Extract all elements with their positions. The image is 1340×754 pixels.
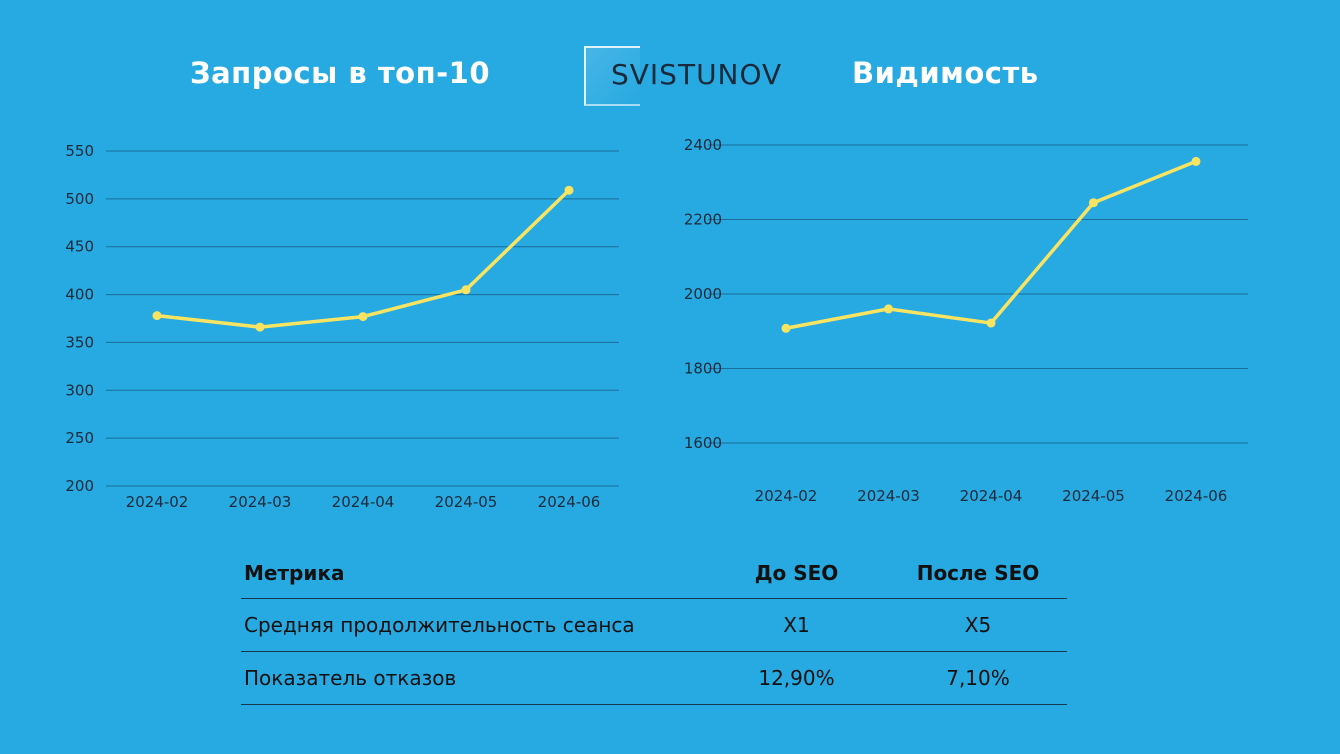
queries-data-point [564, 185, 574, 195]
queries-x-tick-label: 2024-06 [538, 493, 601, 511]
queries-line-chart: 200 250 300 350 400 450 500 550 2024-02 2024-03 20… [65, 142, 619, 511]
queries-y-tick-label: 400 [65, 286, 94, 304]
table-row: Показатель отказов 12,90% 7,10% [241, 652, 1067, 705]
table-cell-metric: Средняя продолжительность сеанса [244, 613, 635, 637]
visibility-x-tick-label: 2024-04 [960, 487, 1023, 505]
visibility-x-tick-label: 2024-05 [1062, 487, 1125, 505]
column-header-before: До SEO [754, 561, 839, 585]
queries-y-tick-label: 200 [65, 477, 94, 495]
queries-x-tick-label: 2024-04 [332, 493, 395, 511]
visibility-x-tick-label: 2024-03 [857, 487, 920, 505]
queries-x-tick-label: 2024-02 [126, 493, 189, 511]
logo-text: SVISTUNOV [611, 58, 783, 91]
queries-data-point [152, 311, 162, 321]
queries-y-tick-label: 550 [65, 142, 94, 160]
queries-x-tick-label: 2024-03 [229, 493, 292, 511]
logo-frame-icon [584, 46, 640, 106]
queries-y-tick-label: 450 [65, 238, 94, 256]
table-row: Средняя продолжительность сеанса X1 X5 [241, 599, 1067, 652]
visibility-data-point [1089, 198, 1098, 208]
table-cell-after: 7,10% [946, 666, 1010, 690]
visibility-data-point [781, 323, 791, 333]
column-header-metric: Метрика [244, 561, 345, 585]
visibility-data-point [884, 304, 893, 314]
queries-series-line [155, 188, 571, 329]
queries-y-tick-label: 500 [65, 190, 94, 208]
table-header-row: Метрика До SEO После SEO [241, 548, 1067, 599]
queries-data-point [358, 312, 368, 322]
visibility-data-point [1191, 156, 1201, 166]
column-header-after: После SEO [916, 561, 1040, 585]
visibility-y-tick-label: 1600 [684, 434, 722, 452]
brand-logo: SVISTUNOV [584, 46, 781, 106]
visibility-line-chart: 1600 1800 2000 2200 2400 2024-02 2024-03 2024-0… [684, 136, 1248, 505]
visibility-data-point [986, 318, 996, 328]
visibility-y-tick-label: 2000 [684, 285, 722, 303]
queries-y-tick-label: 250 [65, 429, 94, 447]
visibility-series-line [784, 159, 1198, 331]
chart-title-queries: Запросы в топ-10 [190, 56, 491, 90]
queries-data-point [255, 322, 265, 332]
visibility-x-tick-label: 2024-06 [1165, 487, 1228, 505]
table-cell-metric: Показатель отказов [244, 666, 457, 690]
table-cell-before: X1 [783, 613, 810, 637]
queries-y-tick-label: 350 [65, 333, 94, 351]
queries-data-point [461, 285, 471, 295]
queries-x-tick-label: 2024-05 [435, 493, 498, 511]
visibility-y-tick-label: 2200 [684, 211, 722, 229]
table-cell-before: 12,90% [758, 666, 835, 690]
chart-title-visibility: Видимость [852, 56, 1039, 90]
table-cell-after: X5 [964, 613, 992, 637]
visibility-x-tick-label: 2024-02 [755, 487, 818, 505]
visibility-y-tick-label: 1800 [684, 360, 722, 378]
seo-metrics-table: Метрика До SEO После SEO Средняя продолж… [241, 548, 1067, 705]
queries-y-tick-label: 300 [65, 381, 94, 399]
visibility-y-tick-label: 2400 [684, 136, 722, 154]
